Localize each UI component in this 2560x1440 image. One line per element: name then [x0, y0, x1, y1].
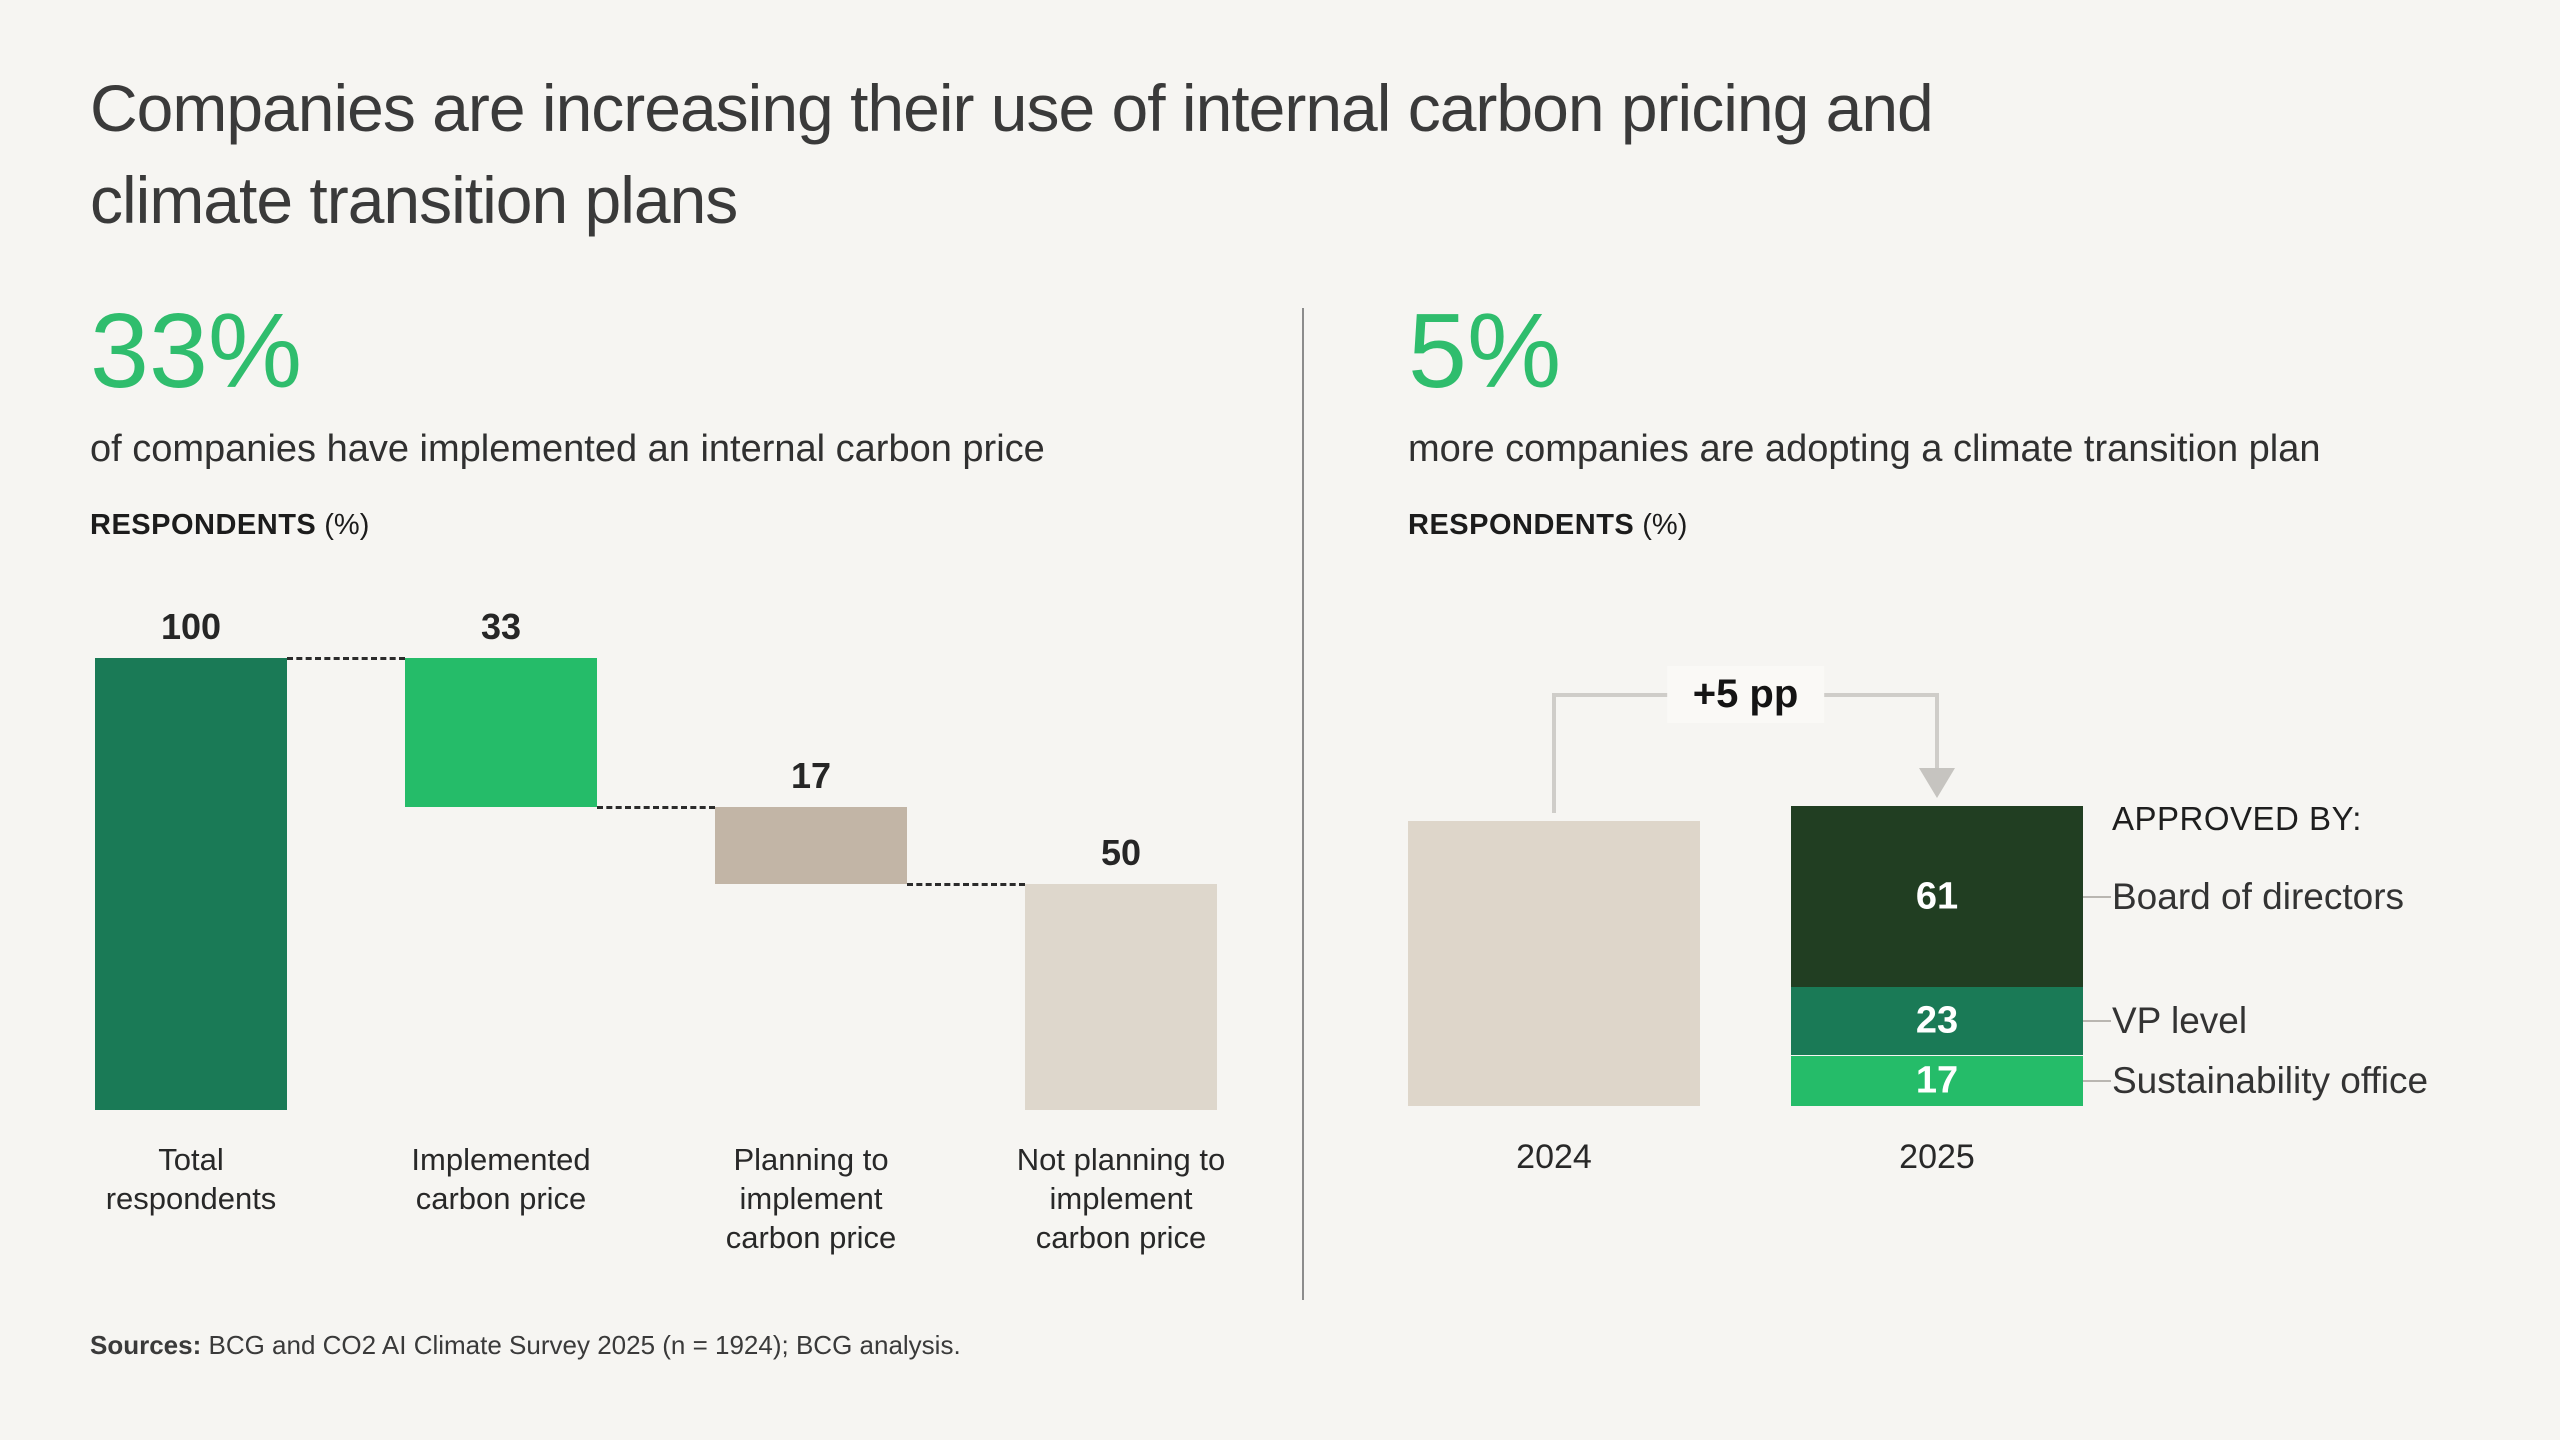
section-divider: [1302, 308, 1304, 1300]
waterfall-chart: 100 Total respondents 33 Implemented carbon p…: [90, 606, 1260, 1280]
waterfall-value-implemented-carbon-price: 33: [480, 606, 522, 647]
waterfall-category-planning-to-implement-carbon-price: Planning to implement carbon price: [655, 1140, 967, 1257]
stacked-segment-2024: [1408, 820, 1700, 1106]
stacked-segment-board-of-directors: 61: [1791, 806, 2083, 988]
legend-title: APPROVED BY:: [2112, 800, 2362, 838]
bracket-right-vertical: [1935, 693, 1939, 768]
waterfall-connector-0: [287, 657, 405, 660]
stacked-segment-sustainability-office: 17: [1791, 1055, 2083, 1106]
left-stat-subtitle: of companies have implemented an interna…: [90, 428, 1045, 470]
category-line: Planning to: [733, 1142, 889, 1177]
waterfall-category-total-respondents: Total respondents: [35, 1140, 347, 1218]
right-stat-panel: 5% more companies are adopting a climate…: [1408, 298, 2560, 542]
waterfall-category-not-planning-to-implement-carbon-price: Not planning to implement carbon price: [965, 1140, 1277, 1257]
waterfall-bar-planning-to-implement-carbon-price: [715, 807, 907, 884]
right-axis-label-suffix: (%): [1642, 509, 1688, 541]
category-line: Implemented: [411, 1142, 591, 1177]
year-label-2024: 2024: [1516, 1138, 1592, 1176]
sources-line: Sources: BCG and CO2 AI Climate Survey 2…: [90, 1330, 961, 1361]
segment-value-sustainability-office: 17: [1915, 1059, 1959, 1102]
stacked-bar-chart: 2024 61 23 17 2025 +5 pp APPROVED BY: Board of …: [1408, 620, 2558, 1280]
stacked-segment-vp-level: 23: [1791, 987, 2083, 1056]
category-line: implement: [739, 1181, 883, 1216]
category-line: implement: [1049, 1181, 1193, 1216]
left-axis-label-suffix: (%): [324, 509, 370, 541]
down-arrow-icon: [1919, 768, 1955, 798]
legend-item-vp-level: VP level: [2112, 1000, 2248, 1042]
segment-value-vp-level: 23: [1915, 999, 1959, 1042]
left-stat-panel: 33% of companies have implemented an int…: [90, 298, 1290, 542]
waterfall-category-implemented-carbon-price: Implemented carbon price: [345, 1140, 657, 1218]
waterfall-connector-2: [907, 883, 1025, 886]
waterfall-connector-1: [597, 806, 715, 810]
right-axis-label-main: RESPONDENTS: [1408, 509, 1635, 541]
annotation-plus-5pp: +5 pp: [1666, 666, 1825, 723]
legend-tick-sustainability-office: [2083, 1079, 2111, 1082]
left-axis-label-main: RESPONDENTS: [90, 509, 317, 541]
year-label-2025: 2025: [1899, 1138, 1975, 1176]
waterfall-bar-implemented-carbon-price: [405, 658, 597, 808]
legend-item-sustainability-office: Sustainability office: [2112, 1059, 2429, 1101]
waterfall-value-not-planning-to-implement-carbon-price: 50: [1100, 832, 1142, 873]
page-title: Companies are increasing their use of in…: [90, 62, 1934, 246]
legend-tick-vp-level: [2083, 1020, 2111, 1023]
waterfall-value-total-respondents: 100: [160, 606, 222, 647]
category-line: respondents: [105, 1181, 277, 1216]
page-title-line1: Companies are increasing their use of in…: [90, 71, 1934, 145]
waterfall-bar-not-planning-to-implement-carbon-price: [1025, 884, 1217, 1110]
legend-item-board-of-directors: Board of directors: [2112, 875, 2405, 917]
legend-tick-board-of-directors: [2083, 895, 2111, 898]
category-line: Total: [158, 1142, 224, 1177]
bracket-left-vertical: [1552, 693, 1556, 813]
waterfall-bar-total-respondents: [95, 658, 287, 1110]
right-axis-label: RESPONDENTS (%): [1408, 509, 2560, 542]
right-stat-value: 5%: [1408, 292, 1562, 410]
category-line: carbon price: [725, 1220, 897, 1255]
left-stat-value: 33%: [90, 292, 303, 410]
segment-value-board-of-directors: 61: [1915, 875, 1959, 918]
category-line: carbon price: [415, 1181, 587, 1216]
right-stat-subtitle: more companies are adopting a climate tr…: [1408, 428, 2321, 470]
sources-text: BCG and CO2 AI Climate Survey 2025 (n = …: [201, 1330, 961, 1360]
left-axis-label: RESPONDENTS (%): [90, 509, 1290, 542]
sources-label: Sources:: [90, 1330, 202, 1360]
category-line: carbon price: [1035, 1220, 1207, 1255]
category-line: Not planning to: [1016, 1142, 1226, 1177]
page-title-line2: climate transition plans: [90, 163, 738, 237]
waterfall-value-planning-to-implement-carbon-price: 17: [790, 755, 832, 797]
